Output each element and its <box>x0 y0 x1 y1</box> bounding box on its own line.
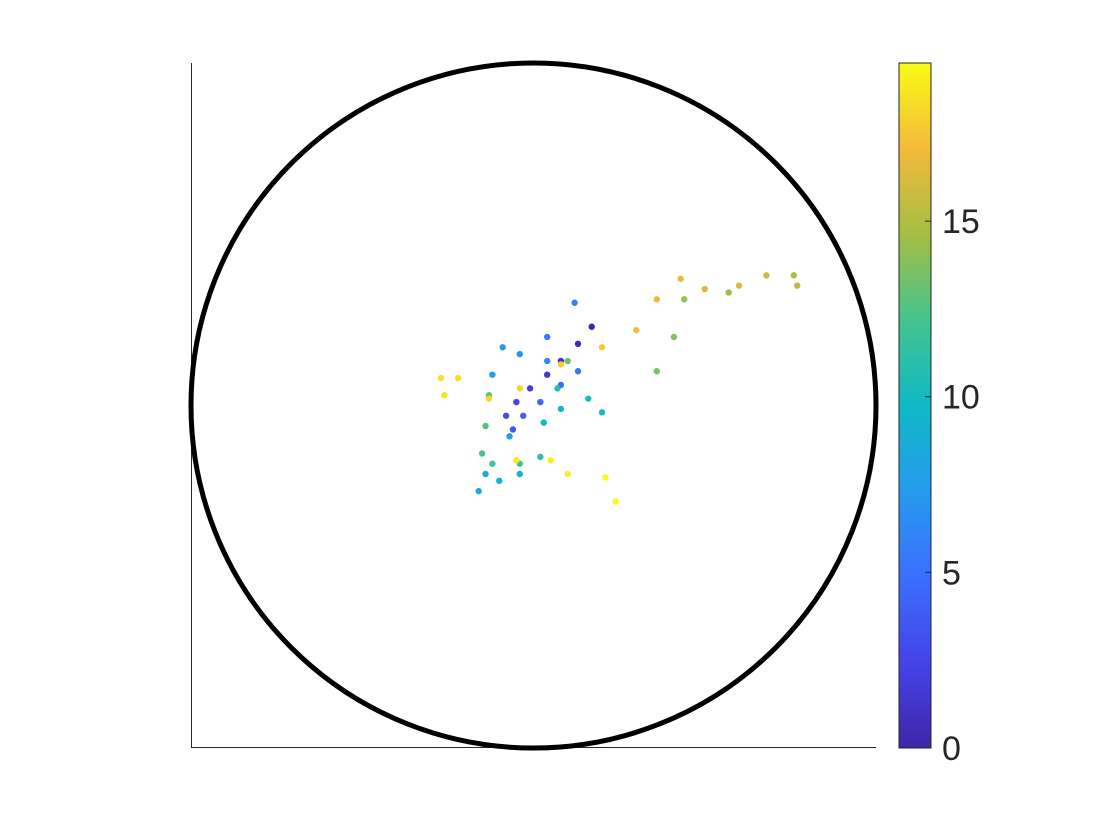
data-point <box>763 272 770 279</box>
data-point <box>794 282 801 289</box>
data-point <box>554 385 561 392</box>
data-point <box>516 385 523 392</box>
data-point <box>574 368 582 375</box>
data-point <box>496 477 503 485</box>
data-point <box>790 272 797 279</box>
data-point <box>670 333 678 341</box>
data-point <box>544 357 551 365</box>
colorbar-tick-label: 5 <box>942 554 961 592</box>
data-point <box>588 323 595 330</box>
data-point <box>506 433 513 440</box>
data-point <box>574 340 582 348</box>
data-point <box>540 419 547 426</box>
data-point <box>499 344 506 351</box>
data-point <box>437 374 445 382</box>
data-point <box>489 460 496 467</box>
colorbar-tick-label: 0 <box>942 730 961 768</box>
data-point <box>502 412 510 419</box>
data-point <box>509 426 517 433</box>
data-point <box>513 457 520 464</box>
data-point <box>454 374 462 382</box>
data-point <box>653 368 660 375</box>
colorbar-tick-label: 15 <box>942 203 980 241</box>
data-point <box>537 398 544 406</box>
data-point <box>585 395 592 402</box>
data-point <box>537 453 544 461</box>
data-point <box>598 409 606 416</box>
data-point <box>681 296 688 303</box>
data-point <box>482 422 489 430</box>
data-point <box>735 282 743 289</box>
data-point <box>602 474 609 481</box>
data-point <box>516 350 523 358</box>
data-point <box>478 450 486 457</box>
data-point <box>725 289 732 296</box>
trajectory-points <box>437 272 801 505</box>
data-point <box>544 371 551 378</box>
data-point <box>489 371 496 378</box>
data-point <box>547 457 554 464</box>
data-point <box>571 299 578 306</box>
data-point <box>564 357 571 365</box>
data-point <box>633 326 640 334</box>
colorbar-tick-label: 10 <box>942 379 980 417</box>
data-point <box>677 275 684 282</box>
data-point <box>544 333 551 341</box>
data-point <box>564 470 571 478</box>
data-point <box>520 412 527 419</box>
data-point <box>612 498 619 505</box>
data-point <box>526 385 534 392</box>
data-point <box>557 361 565 368</box>
arena-boundary-circle <box>188 60 879 751</box>
data-point <box>653 296 660 303</box>
data-point <box>513 398 520 406</box>
data-point <box>485 395 493 402</box>
data-point <box>441 392 448 399</box>
data-point <box>701 285 708 293</box>
colorbar-ticks: 0 5 10 15 <box>925 203 980 768</box>
colorbar <box>898 62 932 749</box>
data-point <box>516 470 523 478</box>
data-point <box>598 344 606 351</box>
data-point <box>475 487 482 495</box>
data-point <box>557 405 565 413</box>
data-point <box>482 470 489 478</box>
